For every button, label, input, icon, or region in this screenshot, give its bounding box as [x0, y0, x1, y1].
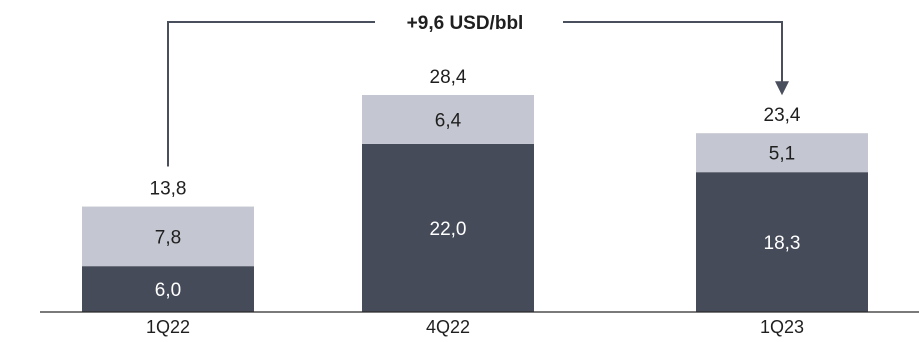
- total-value-label: 13,8: [150, 179, 187, 200]
- bar-segment-1Q23-0: [696, 172, 868, 312]
- segment-value-label: 6,0: [155, 280, 181, 301]
- annotation-bracket-left: [167, 21, 375, 167]
- bar-segment-1Q22-0: [82, 266, 254, 312]
- segment-value-label: 18,3: [764, 233, 801, 254]
- bar-segment-1Q23-1: [696, 133, 868, 173]
- bar-segment-1Q22-1: [82, 206, 254, 267]
- annotation-label: +9,6 USD/bbl: [407, 13, 524, 34]
- segment-value-label: 7,8: [155, 227, 181, 248]
- category-labels: 1Q22 4Q22 1Q23: [146, 317, 804, 337]
- annotation-arrowhead: [775, 81, 789, 96]
- segment-value-label: 22,0: [430, 219, 467, 240]
- annotation-bracket-right: [563, 21, 783, 84]
- total-value-label: 23,4: [764, 105, 801, 126]
- category-label-4Q22: 4Q22: [426, 317, 470, 337]
- segment-value-label: 5,1: [769, 144, 795, 165]
- category-label-1Q23: 1Q23: [760, 317, 804, 337]
- bar-segment-4Q22-1: [362, 95, 534, 144]
- change-annotation: +9,6 USD/bbl: [167, 13, 789, 167]
- bar-segment-4Q22-0: [362, 143, 534, 312]
- bars-group: 6,0 7,8 13,8 22,0 6,4 28,4 18,3 5,1 23,4: [82, 67, 868, 312]
- segment-value-label: 6,4: [435, 110, 462, 131]
- category-label-1Q22: 1Q22: [146, 317, 190, 337]
- total-value-label: 28,4: [430, 67, 467, 88]
